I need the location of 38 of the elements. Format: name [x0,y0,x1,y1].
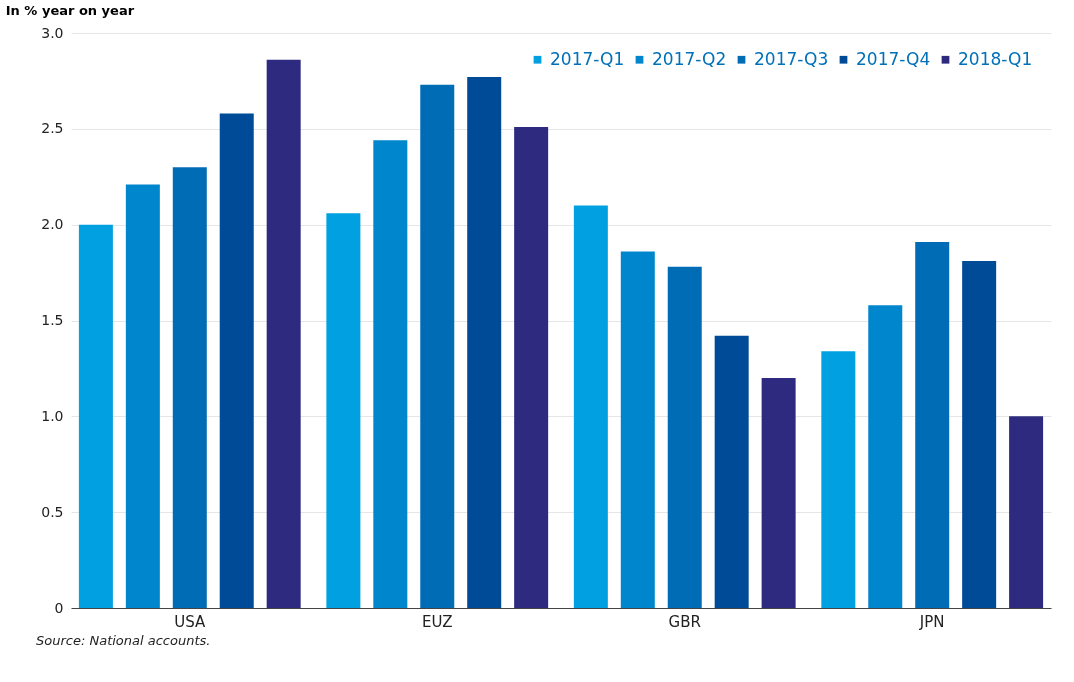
bar [962,261,997,608]
bar [573,205,608,608]
bar [420,84,455,608]
bar [620,251,655,608]
y-tick-label: 3.0 [41,24,64,41]
legend-label: 2017-Q1 [550,48,625,69]
legend-label: 2017-Q3 [754,48,829,69]
y-tick-label: 1.5 [41,312,64,328]
legend-label: 2017-Q2 [652,48,727,69]
bar [761,378,796,608]
x-tick-label: JPN [918,612,945,631]
y-tick-label: 2.0 [41,216,64,233]
bar [373,140,408,608]
bar [1009,416,1044,608]
bar [915,241,950,608]
y-axis-title: In % year on year [5,3,135,18]
legend-label: 2018-Q1 [958,48,1033,69]
bar [125,184,160,608]
y-tick-label: 0 [54,599,64,616]
bar [821,351,856,608]
y-tick-label: 2.5 [41,120,64,137]
source-note: Source: National accounts. [36,633,211,648]
bar [868,305,903,608]
legend-label: 2017-Q4 [856,48,931,69]
bar [326,213,361,608]
bar [714,335,749,608]
bar [172,167,207,608]
bar [467,77,502,608]
bar [219,113,254,608]
bar [514,126,549,608]
x-tick-label: GBR [668,612,701,631]
y-tick-label: 0.5 [41,503,64,520]
y-tick-label: 1.0 [41,407,64,424]
x-tick-label: EUZ [422,612,453,631]
bar [667,266,702,608]
bar [78,224,113,608]
bar [266,59,301,608]
x-tick-label: USA [174,612,207,631]
